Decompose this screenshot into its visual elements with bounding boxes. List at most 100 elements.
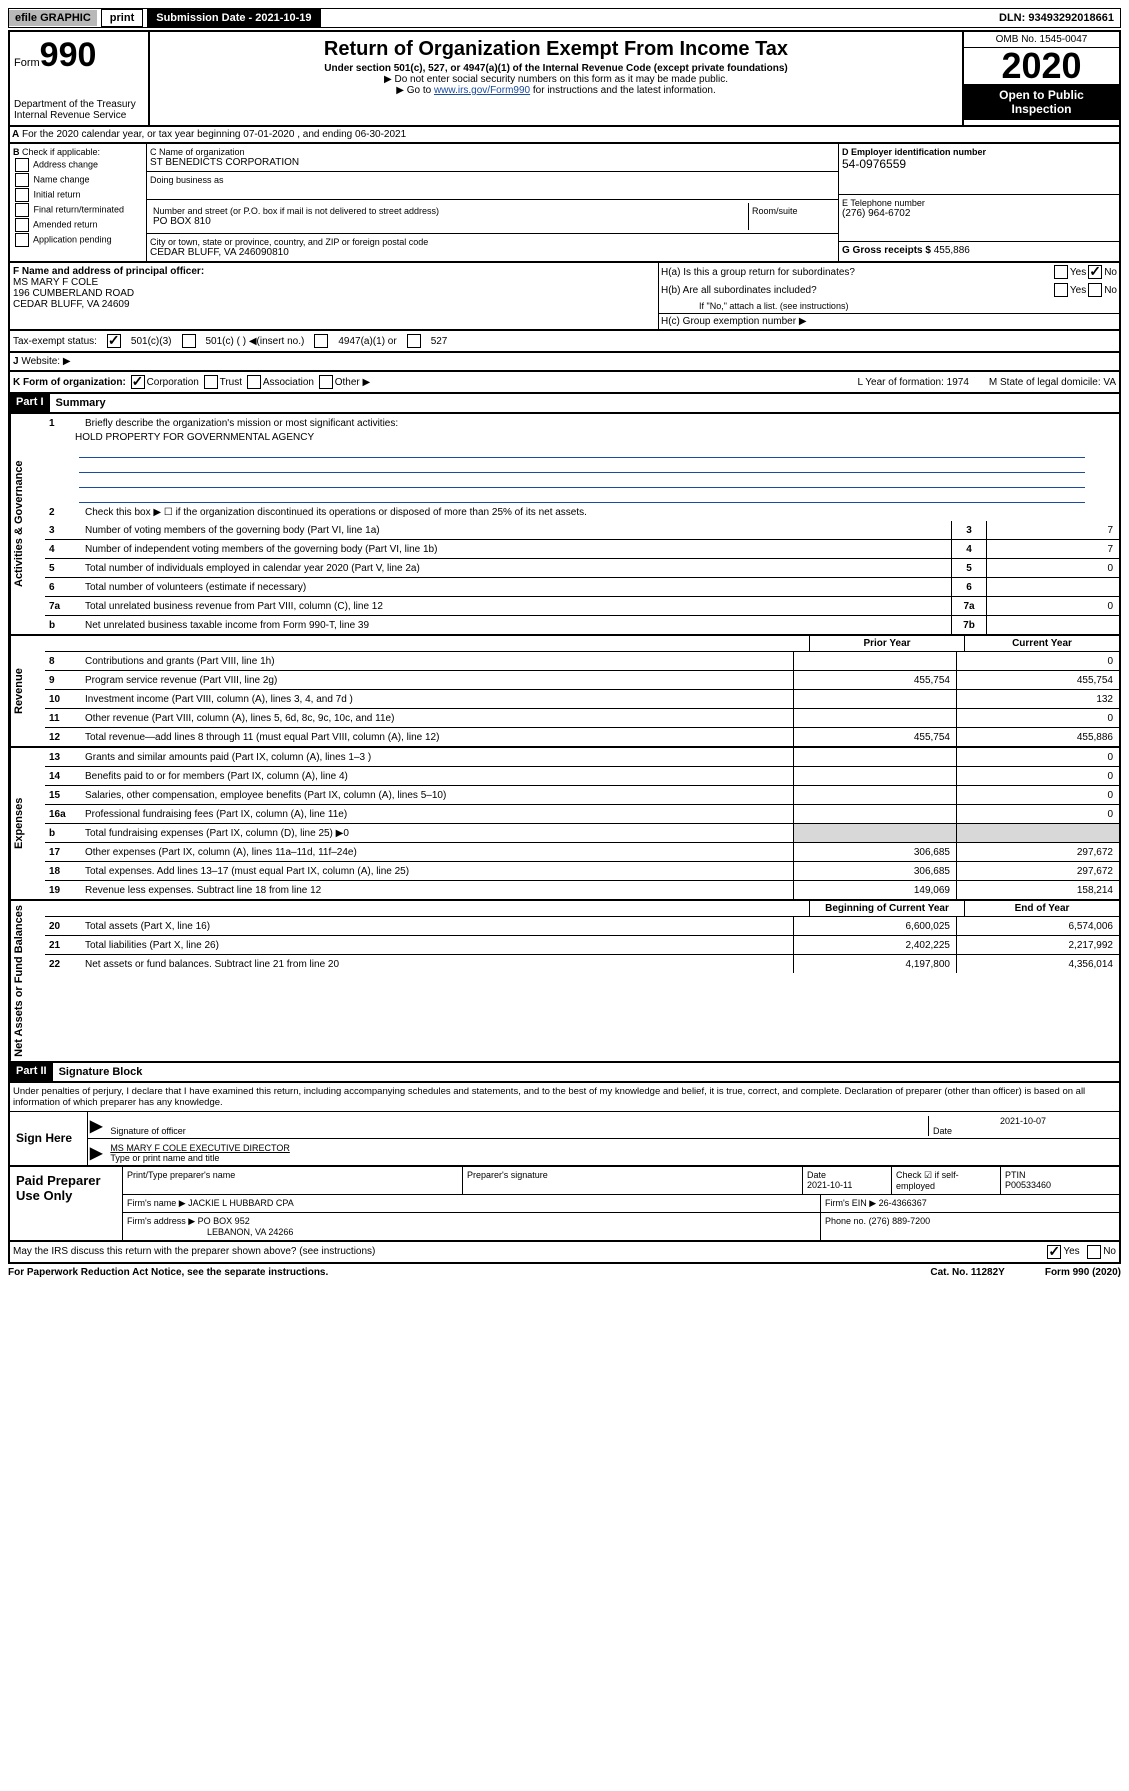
hb-label: H(b) Are all subordinates included?: [661, 285, 1052, 296]
footer-bottom: For Paperwork Reduction Act Notice, see …: [8, 1264, 1121, 1281]
line8-curr: 0: [956, 652, 1119, 670]
ha-yes[interactable]: [1054, 265, 1068, 279]
irs-link[interactable]: www.irs.gov/Form990: [434, 85, 530, 96]
prep-name-label: Print/Type preparer's name: [123, 1167, 463, 1194]
line5-val: 0: [986, 559, 1119, 577]
begin-year-header: Beginning of Current Year: [809, 901, 964, 916]
i-527[interactable]: [407, 334, 421, 348]
check-initial[interactable]: Initial return: [13, 188, 143, 202]
row-i: Tax-exempt status: 501(c)(3) 501(c) ( ) …: [8, 331, 1121, 353]
line22-prior: 4,197,800: [793, 955, 956, 973]
room-label: Room/suite: [749, 203, 835, 230]
line18-curr: 297,672: [956, 862, 1119, 880]
revenue-section: Revenue Prior YearCurrent Year 8Contribu…: [8, 636, 1121, 748]
discuss-no-label: No: [1103, 1246, 1116, 1257]
firm-addr-label: Firm's address ▶: [127, 1216, 195, 1226]
row-k: K Form of organization: Corporation Trus…: [8, 372, 1121, 394]
k-o1: Corporation: [147, 377, 199, 388]
addr-change-label: Address change: [33, 159, 98, 169]
dba-label: Doing business as: [150, 175, 835, 185]
check-final[interactable]: Final return/terminated: [13, 203, 143, 217]
line1-value: HOLD PROPERTY FOR GOVERNMENTAL AGENCY: [75, 432, 1089, 443]
form-number: 990: [40, 36, 97, 74]
firm-label: Firm's name ▶: [127, 1198, 186, 1208]
goto-pre: ▶ Go to: [396, 85, 434, 96]
hb-yes[interactable]: [1054, 283, 1068, 297]
k-corp[interactable]: [131, 375, 145, 389]
check-amended[interactable]: Amended return: [13, 218, 143, 232]
line8-desc: Contributions and grants (Part VIII, lin…: [81, 654, 793, 669]
check-pending[interactable]: Application pending: [13, 233, 143, 247]
line19-curr: 158,214: [956, 881, 1119, 899]
g-label: G Gross receipts $: [842, 245, 931, 256]
governance-section: Activities & Governance 1Briefly describ…: [8, 414, 1121, 636]
officer-print-name: MS MARY F COLE EXECUTIVE DIRECTOR: [110, 1143, 1113, 1153]
line9-prior: 455,754: [793, 671, 956, 689]
org-city: CEDAR BLUFF, VA 246090810: [150, 247, 835, 258]
col-b: B Check if applicable: Address change Na…: [10, 144, 147, 261]
ptin-label: PTIN: [1005, 1170, 1026, 1180]
dln-label: DLN: 93493292018661: [993, 10, 1120, 26]
efile-label: efile GRAPHIC: [9, 10, 97, 26]
name-change-label: Name change: [34, 174, 90, 184]
line2-desc: Check this box ▶ ☐ if the organization d…: [81, 505, 1119, 520]
part1-label: Part I: [10, 394, 50, 412]
print-button[interactable]: print: [101, 9, 143, 27]
line4-val: 7: [986, 540, 1119, 558]
k-o2: Trust: [220, 377, 242, 388]
line18-desc: Total expenses. Add lines 13–17 (must eq…: [81, 864, 793, 879]
part1-header: Part I Summary: [8, 394, 1121, 414]
line7b-val: [986, 616, 1119, 634]
signature-block: Under penalties of perjury, I declare th…: [8, 1083, 1121, 1167]
col-d: D Employer identification number54-09765…: [838, 144, 1119, 261]
line10-curr: 132: [956, 690, 1119, 708]
i-501c[interactable]: [182, 334, 196, 348]
ha-label: H(a) Is this a group return for subordin…: [661, 267, 1052, 278]
dept-label: Department of the Treasury: [14, 99, 144, 110]
j-label: Website: ▶: [21, 356, 70, 367]
firm-ein: 26-4366367: [879, 1198, 927, 1208]
b-intro: Check if applicable:: [22, 147, 100, 157]
part2-header: Part II Signature Block: [8, 1063, 1121, 1083]
no-label2: No: [1104, 285, 1117, 296]
line22-curr: 4,356,014: [956, 955, 1119, 973]
discuss-no[interactable]: [1087, 1245, 1101, 1259]
form-subtitle: Under section 501(c), 527, or 4947(a)(1)…: [154, 63, 958, 74]
i-501c3[interactable]: [107, 334, 121, 348]
i-4947[interactable]: [314, 334, 328, 348]
officer-name-label: Type or print name and title: [110, 1153, 1113, 1163]
firm-phone: (276) 889-7200: [869, 1216, 931, 1226]
k-trust[interactable]: [204, 375, 218, 389]
row-a: A For the 2020 calendar year, or tax yea…: [8, 127, 1121, 144]
line16b-desc: Total fundraising expenses (Part IX, col…: [81, 826, 793, 841]
check-address-change[interactable]: Address change: [13, 158, 143, 172]
i-label: Tax-exempt status:: [13, 336, 97, 347]
line18-prior: 306,685: [793, 862, 956, 880]
line10-desc: Investment income (Part VIII, column (A)…: [81, 692, 793, 707]
discuss-yes[interactable]: [1047, 1245, 1061, 1259]
e-label: E Telephone number: [842, 198, 1116, 208]
addr-label: Number and street (or P.O. box if mail i…: [153, 206, 745, 216]
amended-label: Amended return: [33, 219, 98, 229]
check-name-change[interactable]: Name change: [13, 173, 143, 187]
k-assoc[interactable]: [247, 375, 261, 389]
k-other[interactable]: [319, 375, 333, 389]
paid-label: Paid Preparer Use Only: [10, 1167, 122, 1240]
ha-no[interactable]: [1088, 265, 1102, 279]
firm-ein-label: Firm's EIN ▶: [825, 1198, 876, 1208]
line16b-prior: [793, 824, 956, 842]
line3-val: 7: [986, 521, 1119, 539]
firm-addr: PO BOX 952: [198, 1216, 250, 1226]
sidebar-netassets: Net Assets or Fund Balances: [10, 901, 45, 1061]
officer-name: MS MARY F COLE: [13, 277, 655, 288]
c-label: C Name of organization: [150, 147, 835, 157]
line16b-curr: [956, 824, 1119, 842]
gross-receipts: 455,886: [934, 245, 970, 256]
hb-no[interactable]: [1088, 283, 1102, 297]
line15-curr: 0: [956, 786, 1119, 804]
ein-value: 54-0976559: [842, 157, 1116, 171]
row-f: F Name and address of principal officer:…: [8, 263, 1121, 331]
prep-sig-label: Preparer's signature: [463, 1167, 803, 1194]
yes-label: Yes: [1070, 267, 1086, 278]
line16a-curr: 0: [956, 805, 1119, 823]
